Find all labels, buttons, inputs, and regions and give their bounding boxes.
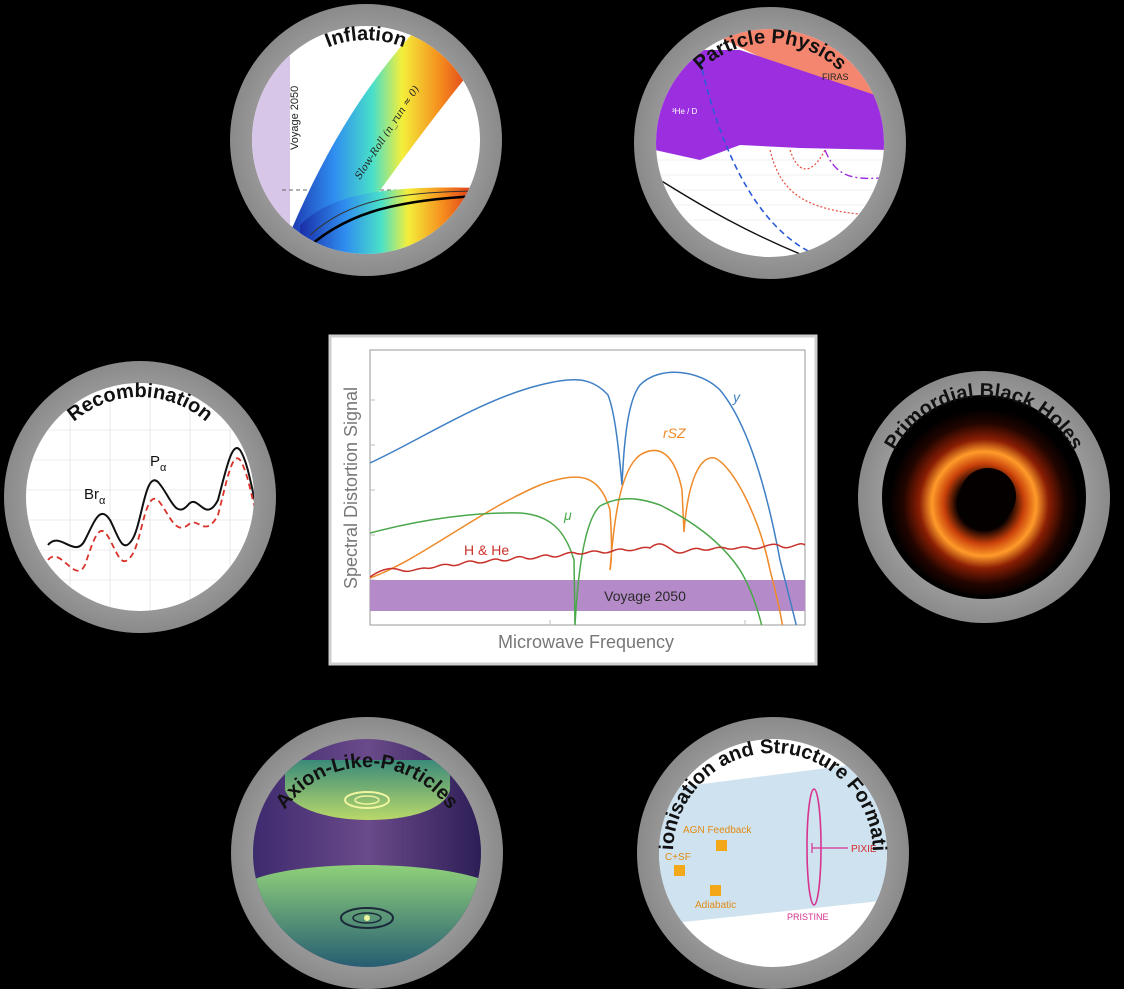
adiabatic-label: Adiabatic <box>695 900 736 911</box>
inflation-upper-band <box>285 26 480 254</box>
hhe-curve-label: H & He <box>464 542 509 558</box>
adiabatic-marker <box>710 885 721 896</box>
csf-label: C+SF <box>665 852 691 863</box>
center-chart-frame <box>328 334 818 666</box>
axions-medallion: Axion-Like-Particles <box>231 717 503 989</box>
particle-physics-plot: FIRAS ³He / D <box>656 29 884 257</box>
pixie-ellipse <box>806 788 822 906</box>
p-alpha-label: Pα <box>150 453 167 474</box>
hhe-curve <box>370 543 805 578</box>
he-d-label: ³He / D <box>672 107 698 116</box>
center-chart-plot-area <box>369 349 806 626</box>
black-holes-medallion: Primordial Black Holes <box>858 371 1110 623</box>
y-axis-label: Spectral Distortion Signal <box>341 387 361 589</box>
black-hole-image <box>882 395 1086 599</box>
firas-label: FIRAS <box>822 72 849 82</box>
axion-upper-lens <box>285 760 450 820</box>
center-voyage-band <box>370 580 805 611</box>
particle-physics-medallion: FIRAS ³He / D Particle Physics <box>634 7 906 279</box>
axions-image <box>253 739 481 967</box>
inflation-voyage-label: Voyage 2050 <box>289 86 301 150</box>
x-axis-label: Microwave Frequency <box>498 632 674 652</box>
pristine-label: PRISTINE <box>787 912 829 922</box>
center-voyage-label: Voyage 2050 <box>604 588 686 604</box>
pixie-label: PIXIE <box>851 844 877 855</box>
y-curve-label: y <box>732 389 741 405</box>
rsz-curve <box>370 449 784 625</box>
he-d-region <box>656 50 884 160</box>
recombination-solid-curve <box>47 447 254 548</box>
inflation-medallion: Voyage 2050 Slow-Roll (n_run ≈ 0) Inflat… <box>230 4 502 276</box>
recombination-plot: Brα Pα <box>26 383 254 611</box>
recombination-dashed-curve <box>47 457 254 572</box>
rsz-curve-label: rSZ <box>663 425 686 441</box>
reionisation-band <box>659 760 887 925</box>
agn-marker <box>716 840 727 851</box>
br-alpha-label: Brα <box>84 486 106 507</box>
y-curve <box>370 371 798 625</box>
mu-curve <box>370 498 763 625</box>
reionisation-plot: AGN Feedback C+SF Adiabatic PIXIE PRISTI… <box>659 739 887 967</box>
recombination-medallion: Brα Pα Recombination <box>4 361 276 633</box>
csf-marker <box>674 865 685 876</box>
mu-curve-label: μ <box>563 507 572 523</box>
center-chart: Voyage 2050 y rSZ μ H & He Spectral Dist… <box>328 334 818 666</box>
agn-label: AGN Feedback <box>683 825 752 836</box>
